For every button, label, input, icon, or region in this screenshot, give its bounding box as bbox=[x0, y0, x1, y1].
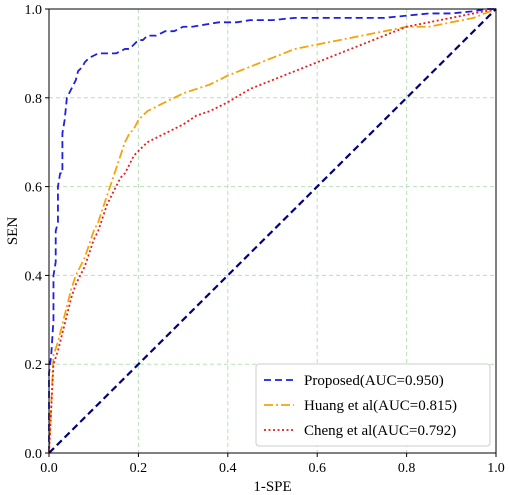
series-lines bbox=[48, 8, 497, 454]
x-tick-label-0: 0.0 bbox=[40, 461, 58, 476]
legend-label-huang: Huang et al(AUC=0.815) bbox=[304, 398, 457, 414]
y-tick-label-0: 0.0 bbox=[25, 447, 43, 462]
legend-label-proposed: Proposed(AUC=0.950) bbox=[304, 373, 444, 389]
x-axis-title: 1-SPE bbox=[253, 479, 291, 495]
series-line-huang bbox=[48, 8, 497, 454]
x-tick-label-3: 0.6 bbox=[308, 461, 326, 476]
legend-box bbox=[255, 363, 491, 447]
legend: Proposed(AUC=0.950) Huang et al(AUC=0.81… bbox=[255, 363, 491, 447]
y-tick-label-5: 1.0 bbox=[25, 3, 43, 18]
series-line-proposed bbox=[48, 8, 496, 453]
y-tick-label-1: 0.2 bbox=[25, 358, 43, 373]
plot-frame bbox=[48, 8, 497, 454]
y-axis-title: SEN bbox=[5, 217, 21, 246]
x-tick-label-4: 0.8 bbox=[398, 461, 416, 476]
chance-diagonal-line bbox=[48, 8, 497, 454]
axis-ticks: 0.0 0.2 0.4 0.6 0.8 1.0 0.0 0.2 0.4 0.6 0.8 1.0 bbox=[25, 3, 505, 476]
legend-label-cheng: Cheng et al(AUC=0.792) bbox=[304, 423, 456, 439]
x-tick-label-1: 0.2 bbox=[130, 461, 148, 476]
x-tick-label-5: 1.0 bbox=[487, 461, 505, 476]
y-tick-label-2: 0.4 bbox=[25, 269, 43, 284]
x-tick-label-2: 0.4 bbox=[219, 461, 237, 476]
series-line-cheng bbox=[48, 8, 497, 454]
y-tick-label-4: 0.8 bbox=[25, 92, 43, 107]
y-tick-label-3: 0.6 bbox=[25, 181, 43, 196]
